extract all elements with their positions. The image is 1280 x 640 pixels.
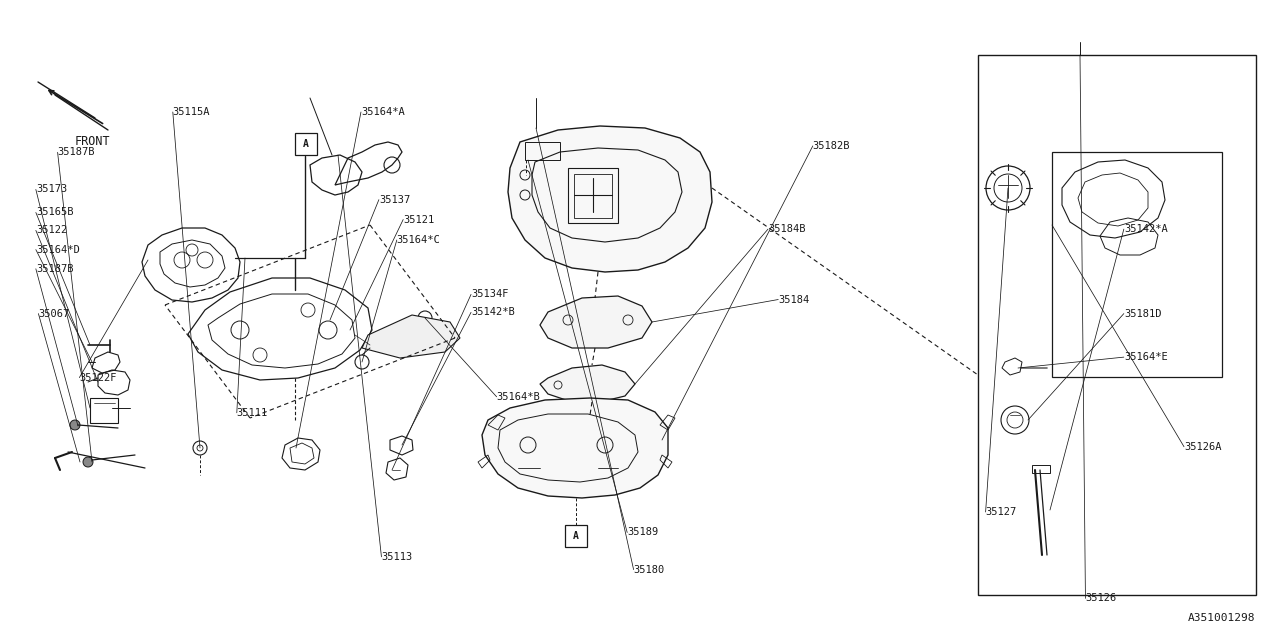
Bar: [978, 55, 1256, 595]
Text: 35181D: 35181D: [1124, 308, 1161, 319]
Bar: [294, 133, 317, 155]
Polygon shape: [508, 126, 712, 272]
Text: A: A: [303, 139, 308, 149]
Bar: [525, 142, 561, 160]
Text: 35122: 35122: [36, 225, 67, 236]
Text: 35142*B: 35142*B: [471, 307, 515, 317]
Text: 35184B: 35184B: [768, 224, 805, 234]
Text: 35173: 35173: [36, 184, 67, 195]
Text: 35182B: 35182B: [813, 141, 850, 151]
Text: 35142*A: 35142*A: [1124, 224, 1167, 234]
Text: A: A: [573, 531, 579, 541]
Bar: [1032, 465, 1050, 473]
Text: 35187B: 35187B: [36, 264, 73, 274]
Text: 35122F: 35122F: [79, 372, 116, 383]
Circle shape: [70, 420, 79, 430]
Bar: [568, 168, 618, 223]
Bar: [1052, 152, 1222, 377]
Text: 35187B: 35187B: [58, 147, 95, 157]
Bar: [573, 174, 612, 218]
Text: 35165B: 35165B: [36, 207, 73, 218]
Text: 35137: 35137: [379, 195, 410, 205]
Text: 35164*E: 35164*E: [1124, 352, 1167, 362]
Text: 35184: 35184: [778, 294, 809, 305]
Text: 35126A: 35126A: [1184, 442, 1221, 452]
Text: 35067: 35067: [38, 308, 69, 319]
Bar: [564, 525, 588, 547]
Circle shape: [83, 457, 93, 467]
Text: 35111: 35111: [237, 408, 268, 418]
Text: 35164*C: 35164*C: [397, 235, 440, 245]
Text: 35113: 35113: [381, 552, 412, 562]
Polygon shape: [540, 296, 652, 348]
Text: A351001298: A351001298: [1188, 613, 1254, 623]
Text: 35164*A: 35164*A: [361, 107, 404, 117]
Text: 35115A: 35115A: [173, 107, 210, 117]
Text: 35126: 35126: [1085, 593, 1116, 604]
Text: 35127: 35127: [986, 507, 1016, 517]
Text: 35134F: 35134F: [471, 289, 508, 300]
Text: 35164*B: 35164*B: [497, 392, 540, 402]
Text: 35121: 35121: [403, 214, 434, 225]
Bar: [90, 398, 118, 423]
Polygon shape: [362, 315, 460, 358]
Text: 35180: 35180: [634, 564, 664, 575]
Text: 35189: 35189: [627, 527, 658, 538]
Polygon shape: [540, 365, 635, 402]
Polygon shape: [483, 398, 668, 498]
Text: 35164*D: 35164*D: [36, 244, 79, 255]
Text: FRONT: FRONT: [76, 135, 110, 148]
